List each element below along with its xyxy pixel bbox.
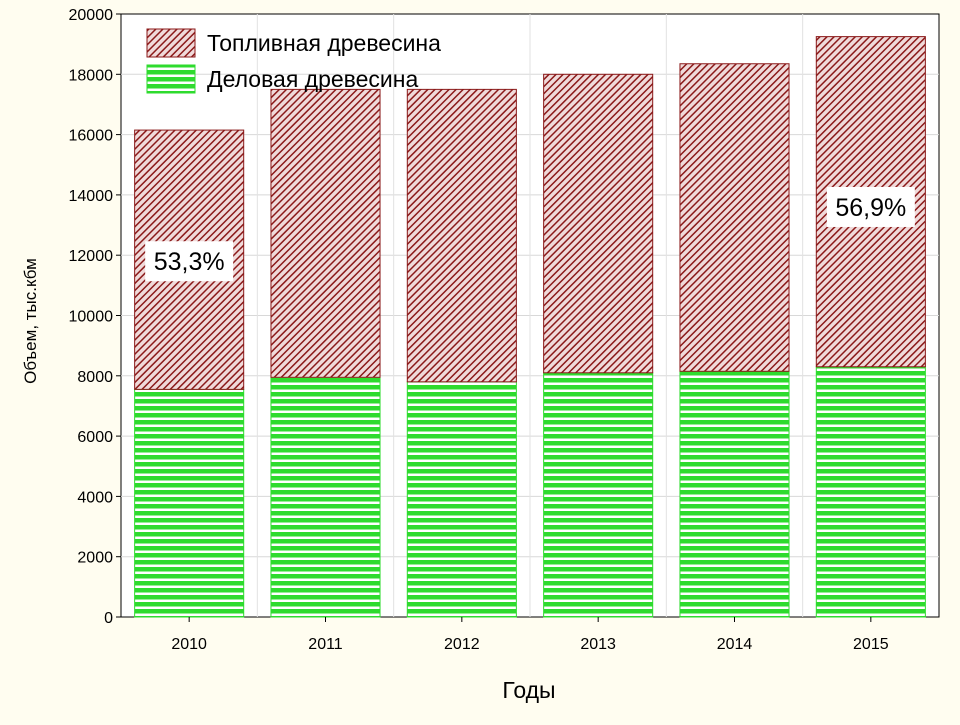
bar-деловая-древесина-2010 xyxy=(134,388,245,618)
x-tick-label: 2010 xyxy=(171,636,207,653)
x-tick-label: 2015 xyxy=(853,636,889,653)
annotation-label: 56,9% xyxy=(835,194,906,222)
y-tick-label: 14000 xyxy=(69,188,114,205)
bar-топливная-древесина-2014 xyxy=(679,63,790,372)
legend: Топливная древесина Деловая древесина xyxy=(146,28,441,94)
bar-топливная-древесина-2013 xyxy=(543,73,654,374)
bar-деловая-древесина-2011 xyxy=(270,376,381,618)
annotation-box xyxy=(826,186,915,227)
annotation-box xyxy=(145,241,234,282)
bars-group xyxy=(134,36,926,618)
annotation-label: 53,3% xyxy=(154,248,225,276)
y-axis: 0 2000 4000 6000 8000 10000 12000 14000 16000 180… xyxy=(69,7,121,627)
y-axis-label: Объем, тыс.кбм xyxy=(21,258,40,384)
legend-label: Деловая древесина xyxy=(207,66,418,92)
legend-label: Топливная древесина xyxy=(207,30,441,56)
bar-деловая-древесина-2015 xyxy=(815,366,926,618)
annotations-group: 53,3% 56,9% xyxy=(145,186,915,282)
y-tick-label: 12000 xyxy=(69,248,114,265)
y-tick-label: 6000 xyxy=(77,429,113,446)
bar-деловая-древесина-2014 xyxy=(679,370,790,618)
legend-swatch-топливная-древесина xyxy=(146,28,196,58)
y-tick-label: 16000 xyxy=(69,128,114,145)
x-tick-label: 2012 xyxy=(444,636,480,653)
y-tick-label: 0 xyxy=(104,610,113,627)
x-tick-label: 2011 xyxy=(308,636,343,653)
x-axis: 2010 2011 2012 2013 2014 2015 xyxy=(171,617,889,653)
y-tick-label: 20000 xyxy=(69,7,114,24)
bar-деловая-древесина-2013 xyxy=(543,372,654,618)
legend-swatch-деловая-древесина xyxy=(146,64,196,94)
bar-топливная-древесина-2011 xyxy=(270,88,381,378)
bar-топливная-древесина-2012 xyxy=(406,88,517,383)
x-tick-label: 2013 xyxy=(580,636,616,653)
gridlines xyxy=(121,14,939,617)
y-tick-label: 18000 xyxy=(69,67,114,84)
y-tick-label: 10000 xyxy=(69,309,114,326)
x-axis-label: Годы xyxy=(502,677,555,703)
y-tick-label: 2000 xyxy=(77,550,113,567)
bar-деловая-древесина-2012 xyxy=(406,381,517,618)
y-tick-label: 8000 xyxy=(77,369,113,386)
x-tick-label: 2014 xyxy=(717,636,753,653)
y-tick-label: 4000 xyxy=(77,489,113,506)
